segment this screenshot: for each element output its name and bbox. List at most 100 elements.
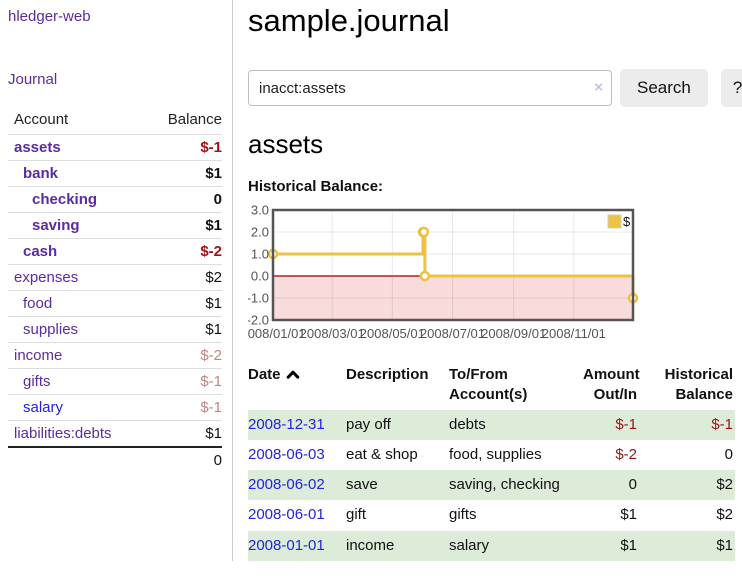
transaction-accounts: food, supplies <box>449 445 542 463</box>
account-balance: $-1 <box>148 394 222 421</box>
account-link-supplies[interactable]: supplies <box>23 321 79 338</box>
transaction-accounts: salary <box>449 536 490 554</box>
register-row: 2008-06-02 save saving, checking 0 $2 <box>248 470 735 501</box>
account-row: salary $-1 <box>8 394 222 421</box>
journal-link[interactable]: Journal <box>8 71 58 88</box>
transaction-amount: 0 <box>628 476 637 494</box>
account-link-salary[interactable]: salary <box>23 399 64 416</box>
main-content: sample.journal × Search ? assets Histori… <box>233 0 742 561</box>
register-row: 2008-06-01 gift gifts $1 $2 <box>248 500 735 530</box>
account-balance: $1 <box>148 290 222 317</box>
app-window: hledger-web Journal Account Balance asse… <box>0 0 742 561</box>
account-link-expenses[interactable]: expenses <box>14 269 79 286</box>
account-row: gifts $-1 <box>8 368 222 395</box>
chart-title: Historical Balance: <box>248 178 384 196</box>
clear-search-icon[interactable]: × <box>594 79 603 97</box>
balance-column-header-register: Historical Balance <box>664 366 733 404</box>
sort-ascending-icon <box>286 370 299 379</box>
account-balance: $-2 <box>148 342 222 369</box>
chart-x-tick-label: 2008/09/01 <box>481 326 546 341</box>
help-button[interactable]: ? <box>720 69 742 108</box>
register-header-row: Date Description To/From Account(s) Amou… <box>248 362 735 410</box>
accounts-total-row: 0 <box>8 446 222 473</box>
description-column-header: Description <box>346 366 429 384</box>
transaction-date-link[interactable]: 2008-06-01 <box>248 506 325 524</box>
search-input[interactable] <box>248 70 612 107</box>
transaction-balance: 0 <box>724 445 733 463</box>
chart-data-point <box>419 270 431 282</box>
chart-x-tick-label: 2008/07/01 <box>420 326 485 341</box>
account-row: liabilities:debts $1 <box>8 420 222 447</box>
transaction-amount: $-1 <box>615 415 637 433</box>
chart-border <box>271 208 635 322</box>
transaction-amount: $1 <box>620 506 637 524</box>
account-balance: $1 <box>148 212 222 239</box>
app-title-link[interactable]: hledger-web <box>8 8 91 25</box>
transaction-accounts: debts <box>449 415 486 433</box>
account-heading: assets <box>248 129 324 160</box>
transaction-date-link[interactable]: 2008-12-31 <box>248 415 325 433</box>
chart-x-tick-label: 2008/01/01 <box>248 326 306 341</box>
chart-x-tick-label: 2008/05/01 <box>360 326 425 341</box>
transaction-date-link[interactable]: 2008-06-02 <box>248 476 325 494</box>
chart-negative-region <box>273 276 633 321</box>
date-column-header[interactable]: Date <box>248 362 346 410</box>
search-button[interactable]: Search <box>620 69 708 108</box>
amount-column-header: Amount Out/In <box>583 366 640 404</box>
transaction-accounts: gifts <box>449 506 477 524</box>
account-link-income[interactable]: income <box>14 347 63 364</box>
chart-y-tick-label: 2.0 <box>251 225 269 240</box>
chart-svg: $3.0 2.0 1.0 0.0 -1.0 -2.02008/01/012008/03/0… <box>240 203 639 341</box>
search-input-wrap: × <box>248 70 612 107</box>
account-balance: $1 <box>148 160 222 187</box>
account-balance: $-1 <box>148 134 222 161</box>
account-link-assets[interactable]: assets <box>14 139 61 156</box>
account-link-gifts[interactable]: gifts <box>23 373 51 390</box>
chart-y-tick-label: 3.0 <box>251 203 269 218</box>
chart-y-tick-label: 1.0 <box>251 247 269 262</box>
chart-data-point <box>418 226 430 238</box>
account-link-liabilities-debts[interactable]: liabilities:debts <box>14 425 112 442</box>
account-row: supplies $1 <box>8 316 222 343</box>
accounts-table: Account Balance assets $-1 bank $1 checking 0… <box>8 106 222 473</box>
chart-y-tick-label: 0.0 <box>251 269 269 284</box>
transaction-amount: $-2 <box>615 445 637 463</box>
register-row: 2008-06-03 eat & shop food, supplies $-2 0 <box>248 440 735 470</box>
register-row: 2008-12-31 pay off debts $-1 $-1 <box>248 409 735 440</box>
account-row: food $1 <box>8 290 222 317</box>
transaction-description: gift <box>346 506 367 524</box>
account-link-checking[interactable]: checking <box>32 191 98 208</box>
account-balance: $-2 <box>148 238 222 265</box>
chart-x-tick-label: 2008/03/01 <box>300 326 365 341</box>
page-title: sample.journal <box>248 3 450 38</box>
account-column-header: Account <box>14 111 69 128</box>
account-row: income $-2 <box>8 342 222 369</box>
transaction-amount: $1 <box>620 536 637 554</box>
account-row: bank $1 <box>8 160 222 187</box>
search-form: × Search ? <box>248 69 742 108</box>
register-rows: 2008-12-31 pay off debts $-1 $-1 2008-06-03 ea… <box>248 409 735 561</box>
account-balance: $2 <box>148 264 222 291</box>
accounts-column-header: To/From Account(s) <box>449 366 528 404</box>
transaction-accounts: saving, checking <box>449 476 560 494</box>
account-balance: $1 <box>148 420 222 447</box>
account-balance: 0 <box>148 186 222 213</box>
historical-balance-chart: $3.0 2.0 1.0 0.0 -1.0 -2.02008/01/012008/03/0… <box>240 202 728 344</box>
account-link-bank[interactable]: bank <box>23 165 59 182</box>
sidebar: hledger-web Journal Account Balance asse… <box>0 0 233 561</box>
register-row: 2008-01-01 income salary $1 $1 <box>248 530 735 561</box>
transaction-balance: $2 <box>716 476 733 494</box>
account-link-saving[interactable]: saving <box>32 217 80 234</box>
account-rows: assets $-1 bank $1 checking 0 saving $1 cash $-2 e… <box>8 134 222 473</box>
balance-column-header: Balance <box>167 111 222 128</box>
chart-legend-label: $ <box>623 214 631 229</box>
account-link-food[interactable]: food <box>23 295 53 312</box>
transaction-date-link[interactable]: 2008-06-03 <box>248 445 325 463</box>
account-row: saving $1 <box>8 212 222 239</box>
accounts-table-header: Account Balance <box>8 106 222 135</box>
transaction-date-link[interactable]: 2008-01-01 <box>248 536 325 554</box>
account-link-cash[interactable]: cash <box>23 243 58 260</box>
account-row: checking 0 <box>8 186 222 213</box>
chart-x-tick-label: 2008/11/01 <box>542 326 606 341</box>
accounts-total-value: 0 <box>148 446 222 473</box>
